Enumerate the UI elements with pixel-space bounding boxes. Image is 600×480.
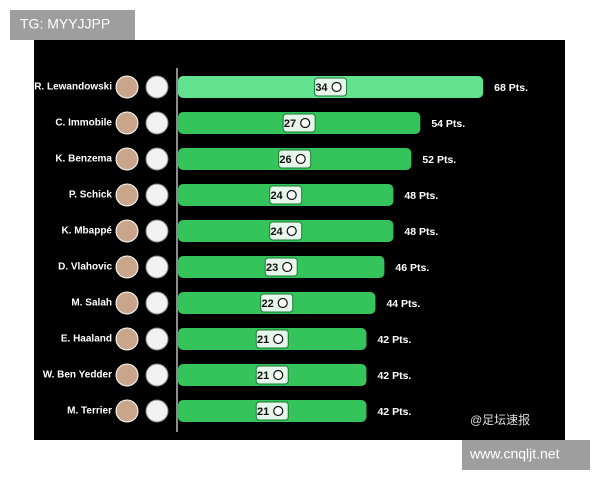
player-photo <box>115 291 139 315</box>
player-name: R. Lewandowski <box>34 82 112 93</box>
points-label: 46 Pts. <box>395 262 429 274</box>
player-name: M. Terrier <box>67 406 112 417</box>
watermark-box <box>10 10 135 40</box>
goal-count: 21 <box>257 334 269 346</box>
goal-count: 24 <box>270 190 283 202</box>
points-label: 52 Pts. <box>422 154 456 166</box>
points-label: 44 Pts. <box>386 298 420 310</box>
ball-icon <box>300 117 311 129</box>
ball-icon <box>273 333 284 345</box>
club-badge <box>145 219 169 243</box>
goal-count: 23 <box>266 262 278 274</box>
points-label: 42 Pts. <box>377 370 411 382</box>
points-label: 48 Pts. <box>404 226 438 238</box>
points-label: 48 Pts. <box>404 190 438 202</box>
watermark: TG: MYYJJPP <box>20 16 110 32</box>
ball-icon <box>331 81 342 93</box>
goal-count: 21 <box>257 370 269 382</box>
ball-icon <box>295 153 306 165</box>
club-badge <box>145 75 169 99</box>
player-photo <box>115 147 139 171</box>
player-name: E. Haaland <box>61 334 112 345</box>
watermark: @足坛速报 <box>470 412 530 427</box>
watermark: www.cnqljt.net <box>469 446 560 462</box>
player-photo <box>115 327 139 351</box>
points-label: 54 Pts. <box>431 118 465 130</box>
ball-icon <box>286 189 297 201</box>
club-badge <box>145 399 169 423</box>
points-label: 42 Pts. <box>377 334 411 346</box>
goal-count: 34 <box>315 82 328 94</box>
ball-icon <box>282 261 293 273</box>
goal-count: 27 <box>284 118 296 130</box>
club-badge <box>145 147 169 171</box>
player-photo <box>115 255 139 279</box>
player-photo <box>115 183 139 207</box>
player-photo <box>115 219 139 243</box>
ball-icon <box>273 369 284 381</box>
ball-icon <box>277 297 288 309</box>
club-badge <box>145 255 169 279</box>
points-label: 68 Pts. <box>494 82 528 94</box>
club-badge <box>145 363 169 387</box>
goal-count: 26 <box>279 154 291 166</box>
player-name: M. Salah <box>71 298 112 309</box>
player-name: D. Vlahovic <box>58 262 112 273</box>
player-name: K. Mbappé <box>61 226 112 237</box>
player-name: P. Schick <box>69 190 113 201</box>
player-name: K. Benzema <box>55 154 112 165</box>
club-badge <box>145 183 169 207</box>
player-photo <box>115 399 139 423</box>
points-label: 42 Pts. <box>377 406 411 418</box>
club-badge <box>145 291 169 315</box>
goal-count: 22 <box>261 298 273 310</box>
ball-icon <box>273 405 284 417</box>
goal-count: 24 <box>270 226 283 238</box>
player-name: W. Ben Yedder <box>43 370 112 381</box>
player-photo <box>115 363 139 387</box>
player-photo <box>115 75 139 99</box>
ball-icon <box>286 225 297 237</box>
goal-count: 21 <box>257 406 269 418</box>
club-badge <box>145 111 169 135</box>
watermark-box <box>462 440 590 470</box>
player-photo <box>115 111 139 135</box>
club-badge <box>145 327 169 351</box>
player-name: C. Immobile <box>55 118 112 129</box>
